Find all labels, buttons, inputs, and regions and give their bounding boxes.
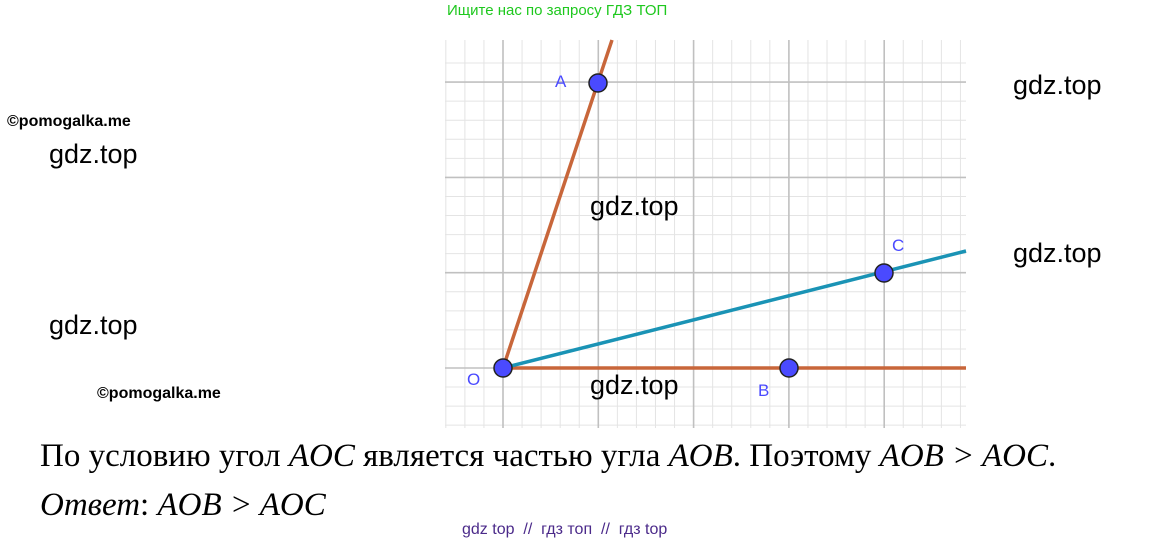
label-b: B — [758, 381, 769, 400]
text: . Поэтому — [732, 438, 880, 474]
math: AOB > AOC — [879, 438, 1048, 474]
answer-line: Ответ: AOB > AOC — [40, 487, 326, 524]
text: По условию угол — [40, 438, 289, 474]
watermark: gdz.top — [49, 139, 138, 169]
solution-line: По условию угол AOC является частью угла… — [40, 438, 1056, 475]
watermark: gdz.top — [49, 310, 138, 340]
math: AOC — [288, 438, 355, 474]
search-hint: Ищите нас по запросу ГДЗ ТОП — [447, 2, 668, 19]
copyright-watermark: ©pomogalka.me — [7, 113, 131, 130]
copyright-watermark: ©pomogalka.me — [97, 385, 221, 402]
watermark: gdz.top — [590, 191, 679, 221]
point-c — [874, 263, 894, 283]
ray-oa — [501, 39, 614, 369]
watermark: gdz.top — [1013, 70, 1102, 100]
point-o — [493, 358, 513, 378]
watermark: gdz.top — [1013, 238, 1102, 268]
text: . — [1047, 438, 1057, 474]
label-o: O — [467, 370, 480, 389]
point-b — [779, 358, 799, 378]
point-a — [588, 73, 608, 93]
grid-minor — [445, 40, 966, 428]
label-c: C — [892, 236, 904, 255]
watermark: gdz.top — [590, 370, 679, 400]
answer-value: AOB > AOC — [157, 487, 326, 523]
text: : — [140, 487, 158, 523]
label-a: A — [555, 72, 567, 91]
footer-watermark: gdz top // гдз топ // гдз top — [462, 521, 668, 538]
math: AOB — [668, 438, 733, 474]
text: является частью угла — [354, 438, 669, 474]
grid-major — [445, 40, 966, 428]
ray-oc — [502, 249, 967, 370]
answer-label: Ответ — [40, 487, 141, 523]
